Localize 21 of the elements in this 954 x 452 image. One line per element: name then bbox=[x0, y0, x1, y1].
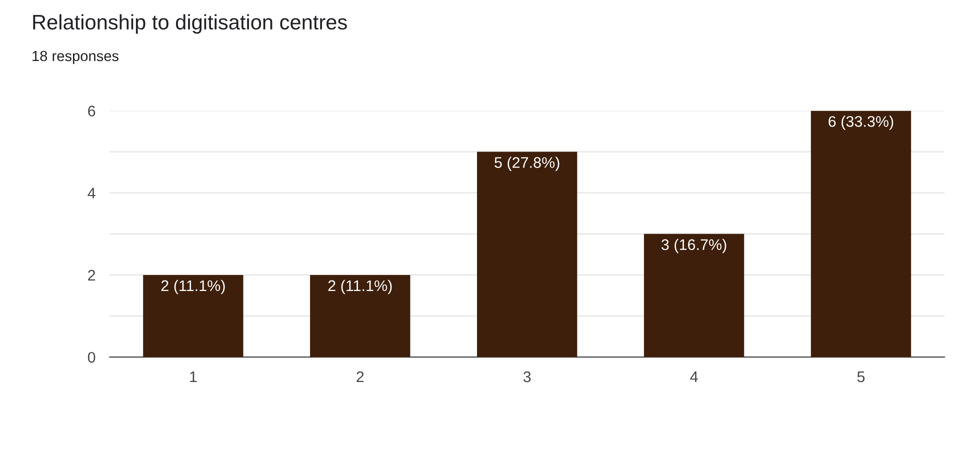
data-label: 2 (11.1%) bbox=[161, 280, 225, 294]
chart-title: Relationship to digitisation centres bbox=[33, 14, 347, 34]
chart-subtitle: 18 responses bbox=[32, 50, 119, 64]
y-tick-label: 6 bbox=[88, 106, 96, 116]
bar bbox=[310, 274, 410, 358]
x-tick-label: 1 bbox=[190, 372, 197, 382]
bar bbox=[477, 152, 578, 358]
x-tick-label: 3 bbox=[523, 371, 531, 382]
y-tick-label: 2 bbox=[88, 270, 96, 280]
data-label: 6 (33.3%) bbox=[828, 116, 894, 130]
x-tick-label: 4 bbox=[690, 372, 698, 382]
bar bbox=[810, 110, 912, 358]
data-label: 2 (11.1%) bbox=[328, 280, 392, 294]
bar bbox=[143, 274, 244, 358]
x-tick-label: 2 bbox=[356, 371, 364, 382]
bar bbox=[644, 234, 744, 358]
data-label: 3 (16.7%) bbox=[662, 238, 726, 254]
x-tick-label: 5 bbox=[857, 372, 865, 382]
data-label: 5 (27.8%) bbox=[494, 156, 560, 171]
y-tick-label: 0 bbox=[88, 352, 96, 363]
y-tick-label: 4 bbox=[88, 188, 96, 198]
